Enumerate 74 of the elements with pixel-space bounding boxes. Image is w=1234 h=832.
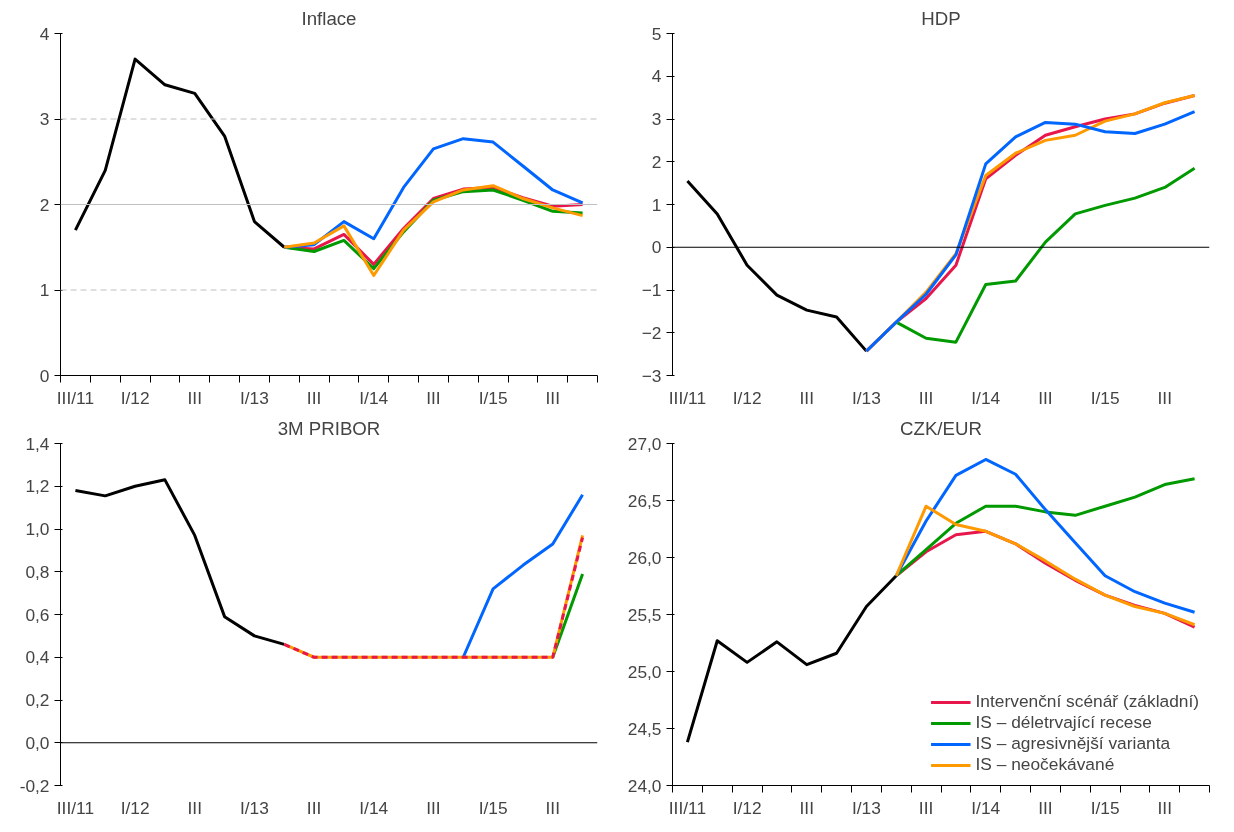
legend-label: IS – agresivnější varianta — [975, 733, 1171, 754]
x-tick-label: I/15 — [1090, 387, 1120, 408]
y-tick-label: 1 — [651, 194, 662, 215]
x-tick-label: III — [1038, 797, 1053, 818]
x-tick-label: III/11 — [56, 797, 95, 818]
y-tick-label: 1 — [39, 280, 50, 300]
y-tick-label: 1,0 — [25, 519, 50, 539]
x-tick-label: I/14 — [971, 387, 1001, 408]
x-tick-label: III — [545, 387, 560, 408]
y-tick-label: 27,0 — [627, 433, 662, 454]
legend-label: IS – neočekávané — [975, 754, 1115, 775]
x-tick-label: III — [426, 797, 441, 818]
y-tick-label: 25,0 — [627, 661, 662, 682]
chart-title: HDP — [921, 7, 961, 29]
chart-title: 3M PRIBOR — [277, 417, 381, 439]
x-tick-label: I/13 — [239, 797, 269, 818]
y-tick-label: 3 — [39, 109, 50, 129]
y-tick-label: 24,5 — [627, 718, 662, 739]
x-tick-label: III — [799, 797, 814, 818]
x-tick-label: I/14 — [359, 387, 389, 408]
x-tick-label: III/11 — [56, 387, 95, 408]
y-tick-label: 0,2 — [25, 690, 50, 710]
legend-label: Intervenční scénář (základní) — [975, 691, 1199, 712]
x-tick-label: III — [1157, 797, 1172, 818]
y-tick-label: −3 — [641, 365, 662, 386]
y-tick-label: 24,0 — [627, 775, 662, 796]
y-tick-label: 0 — [39, 365, 50, 386]
x-tick-label: III — [799, 387, 814, 408]
x-tick-label: III — [426, 387, 441, 408]
x-tick-label: I/13 — [851, 797, 881, 818]
y-tick-label: 0,0 — [25, 732, 50, 753]
y-tick-label: 2 — [39, 194, 50, 215]
x-tick-label: III — [918, 797, 934, 818]
x-tick-label: I/15 — [478, 387, 508, 408]
y-tick-label: 0,4 — [25, 647, 50, 668]
y-tick-label: −2 — [641, 322, 662, 343]
y-tick-label: -0,2 — [19, 775, 50, 796]
x-tick-label: III — [187, 387, 202, 408]
x-tick-label: I/12 — [732, 387, 762, 408]
x-tick-label: III — [306, 797, 322, 818]
x-tick-label: III — [1038, 387, 1053, 408]
x-tick-label: III/11 — [668, 797, 707, 818]
y-tick-label: 26,5 — [627, 490, 662, 511]
chart-title: CZK/EUR — [900, 417, 982, 439]
x-tick-label: I/13 — [239, 387, 269, 408]
x-tick-label: I/14 — [971, 797, 1001, 818]
x-tick-label: III — [918, 387, 934, 408]
y-tick-label: 5 — [651, 23, 662, 44]
x-tick-label: I/15 — [1090, 797, 1120, 818]
x-tick-label: III — [187, 797, 202, 818]
y-tick-label: 4 — [651, 66, 662, 87]
x-tick-label: I/14 — [359, 797, 389, 818]
y-tick-label: 4 — [39, 23, 50, 44]
y-tick-label: 0,8 — [25, 561, 50, 582]
y-tick-label: 0 — [651, 237, 662, 258]
legend-label: IS – déletrvající recese — [975, 712, 1152, 733]
y-tick-label: 25,5 — [627, 604, 662, 625]
y-tick-label: 3 — [651, 109, 662, 129]
chart-title: Inflace — [301, 7, 357, 29]
x-tick-label: III — [545, 797, 560, 818]
y-tick-label: 1,4 — [25, 433, 50, 454]
y-tick-label: 2 — [651, 151, 662, 172]
y-tick-label: 1,2 — [25, 476, 50, 497]
x-tick-label: I/15 — [478, 797, 508, 818]
x-tick-label: I/13 — [851, 387, 881, 408]
x-tick-label: III — [306, 387, 322, 408]
x-tick-label: I/12 — [120, 797, 150, 818]
y-tick-label: −1 — [641, 280, 662, 300]
x-tick-label: I/12 — [120, 387, 150, 408]
x-tick-label: III/11 — [668, 387, 707, 408]
y-tick-label: 26,0 — [627, 547, 662, 568]
x-tick-label: I/12 — [732, 797, 762, 818]
y-tick-label: 0,6 — [25, 604, 50, 625]
x-tick-label: III — [1157, 387, 1172, 408]
